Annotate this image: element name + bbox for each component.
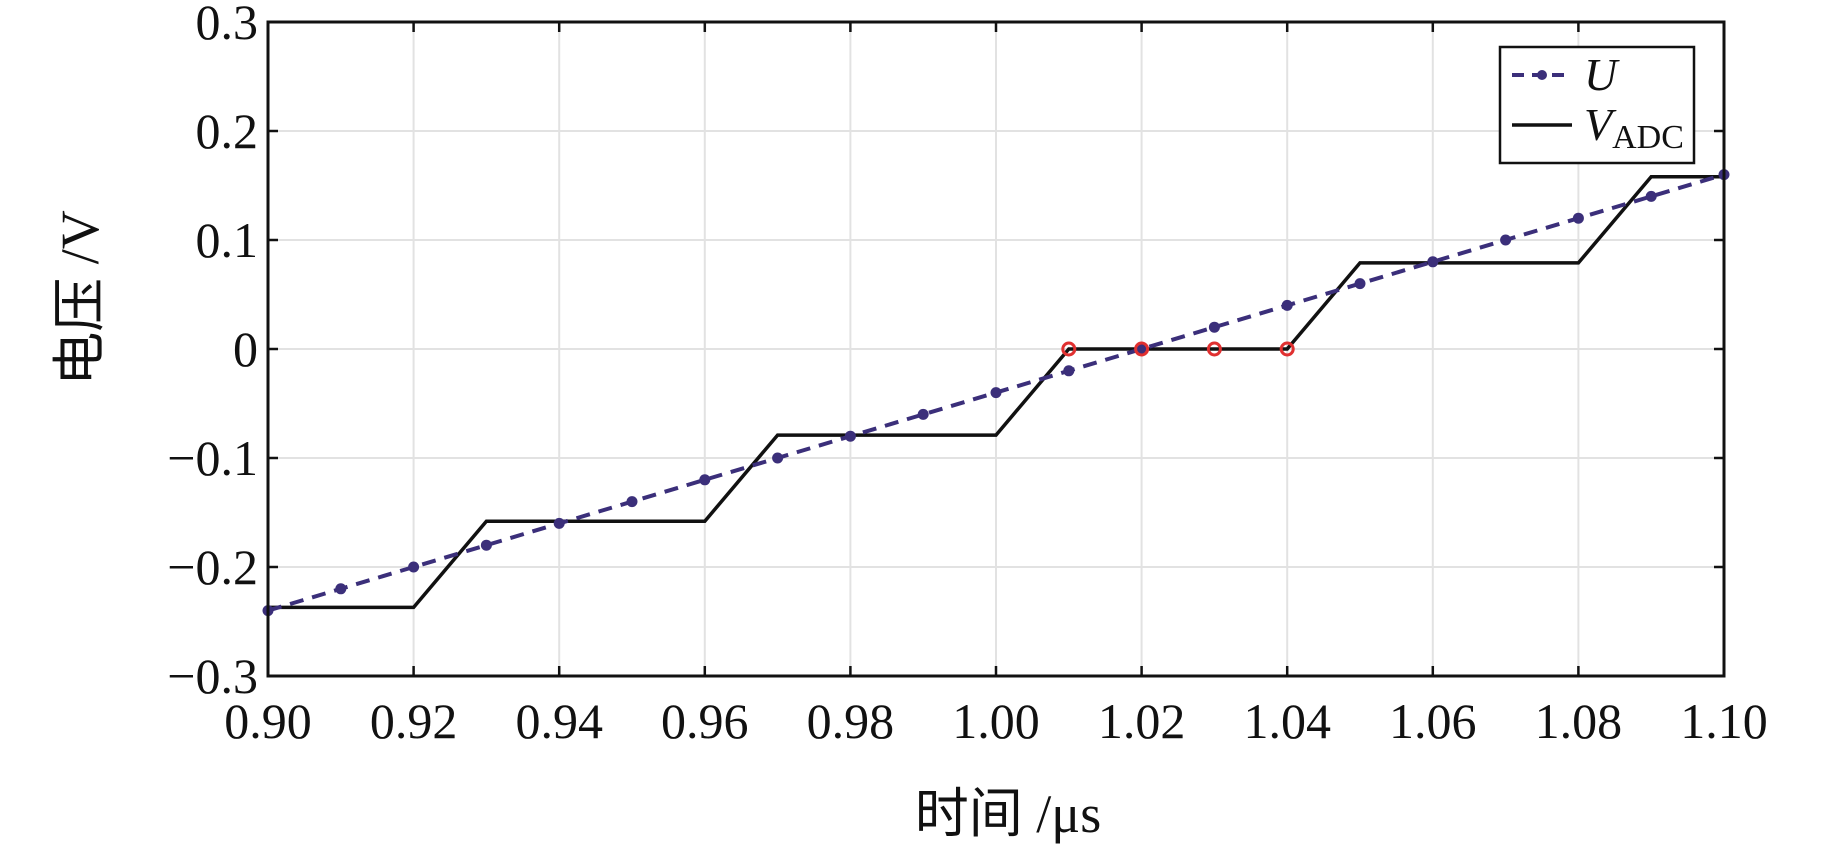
legend-label-vadc-sub: ADC xyxy=(1612,119,1684,156)
y-tick-label: 0 xyxy=(233,321,258,377)
y-tick-label: 0.1 xyxy=(196,212,259,268)
legend-label-u: U xyxy=(1584,49,1620,100)
tick-labels: 0.90 0.92 0.94 0.96 0.98 1.00 1.02 1.04 1.06 1.08… xyxy=(167,0,1767,749)
y-axis-title: 电压 /V xyxy=(50,210,110,386)
series-u-point xyxy=(1136,343,1148,355)
x-tick-label: 0.90 xyxy=(224,693,312,749)
x-tick-label: 1.06 xyxy=(1389,693,1477,749)
series-layer xyxy=(262,169,1730,617)
series-u-point xyxy=(917,408,929,420)
x-tick-label: 0.94 xyxy=(515,693,603,749)
series-u-point xyxy=(1354,278,1366,290)
legend-marker-u xyxy=(1537,70,1547,80)
legend-label-vadc: VADC xyxy=(1584,99,1684,156)
series-u-point xyxy=(408,561,420,573)
series-u-point xyxy=(626,496,638,508)
series-u-point xyxy=(1500,234,1512,246)
x-tick-label: 1.10 xyxy=(1680,693,1768,749)
series-u-point xyxy=(1281,299,1293,311)
highlighted-point xyxy=(1061,341,1077,357)
x-tick-label: 1.00 xyxy=(952,693,1040,749)
highlighted-point xyxy=(1134,341,1150,357)
x-tick-label: 0.92 xyxy=(370,693,458,749)
y-tick-label: 0.2 xyxy=(196,103,259,159)
series-u-point xyxy=(553,517,565,529)
y-tick-label: −0.2 xyxy=(167,539,258,595)
tick-marks xyxy=(266,20,1726,678)
series-line-vadc xyxy=(268,175,1724,610)
legend-label-vadc-main: V xyxy=(1584,99,1617,150)
series-u-point xyxy=(1572,212,1584,224)
series-u-point xyxy=(480,539,492,551)
y-tick-label: −0.1 xyxy=(167,430,258,486)
series-u-point xyxy=(699,474,711,486)
y-tick-label: 0.3 xyxy=(196,0,259,50)
legend: U VADC xyxy=(1498,45,1696,165)
highlighted-point xyxy=(1279,341,1295,357)
x-tick-label: 1.08 xyxy=(1535,693,1623,749)
series-u-point xyxy=(1063,365,1075,377)
legend-box xyxy=(1498,45,1696,165)
x-tick-label: 0.96 xyxy=(661,693,749,749)
series-u-point xyxy=(335,583,347,595)
y-tick-label: −0.3 xyxy=(167,648,258,704)
series-u-point xyxy=(1645,190,1657,202)
series-u-point xyxy=(844,430,856,442)
series-u-point xyxy=(1427,256,1439,268)
series-u-point xyxy=(772,452,784,464)
x-tick-label: 0.98 xyxy=(807,693,895,749)
highlighted-point xyxy=(1206,341,1222,357)
x-tick-label: 1.04 xyxy=(1243,693,1331,749)
x-tick-label: 1.02 xyxy=(1098,693,1186,749)
x-axis-title: 时间 /μs xyxy=(915,784,1101,844)
series-u-point xyxy=(990,387,1002,399)
series-u-point xyxy=(1208,321,1220,333)
